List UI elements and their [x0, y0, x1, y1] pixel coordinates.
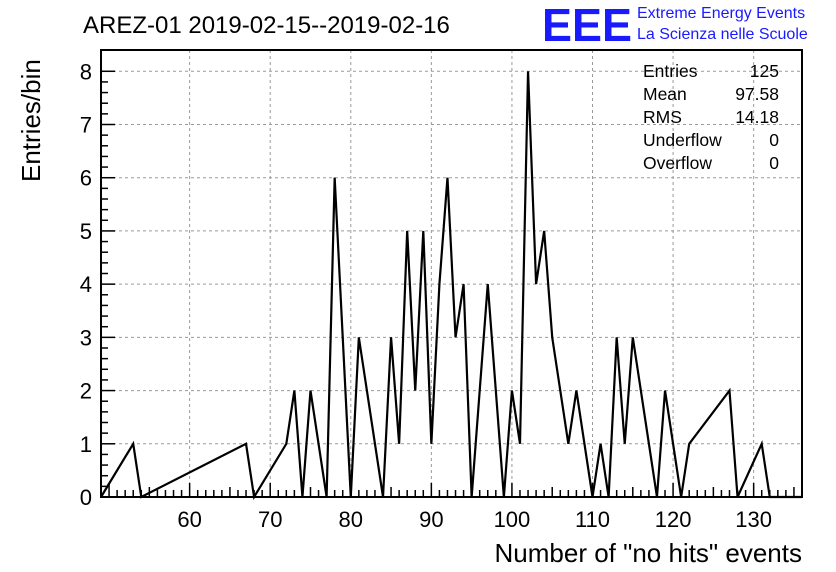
histogram-bin	[286, 444, 294, 497]
stats-value: 0	[769, 153, 779, 173]
histogram-bin	[705, 444, 713, 497]
stats-label: Mean	[643, 84, 687, 104]
histogram-bin	[689, 444, 697, 497]
y-tick-label: 5	[80, 219, 92, 244]
x-tick-label: 130	[735, 507, 772, 532]
x-tick-label: 90	[419, 507, 443, 532]
histogram-outline	[100, 71, 802, 501]
y-tick-label: 4	[80, 272, 92, 297]
y-tick-label: 2	[80, 379, 92, 404]
logo-line-1: Extreme Energy Events	[637, 5, 805, 22]
x-tick-label: 60	[177, 507, 201, 532]
x-tick-label: 100	[494, 507, 531, 532]
stats-label: Overflow	[643, 153, 712, 173]
x-tick-label: 70	[258, 507, 282, 532]
y-axis-label: Entries/bin	[16, 59, 46, 182]
eee-logo: EEE Extreme Energy Events La Scienza nel…	[542, 0, 808, 51]
y-tick-label: 0	[80, 485, 92, 510]
stats-value: 14.18	[735, 107, 779, 127]
histogram-bin	[399, 444, 407, 497]
stats-label: Entries	[643, 61, 698, 81]
x-tick-label: 110	[575, 507, 610, 532]
x-tick-label: 80	[339, 507, 363, 532]
histogram-bin	[431, 444, 439, 497]
y-tick-label: 3	[80, 325, 92, 350]
histogram-bin	[520, 444, 528, 497]
histogram-bin	[713, 444, 721, 497]
histogram-bin	[721, 444, 729, 497]
grid-lines	[101, 50, 802, 497]
stats-label: Underflow	[643, 130, 722, 150]
histogram-bin	[568, 444, 576, 497]
y-tick-label: 7	[80, 113, 92, 138]
x-axis-label: Number of "no hits" events	[495, 538, 803, 568]
histogram-bin	[456, 337, 464, 497]
logo-mark: EEE	[542, 0, 632, 51]
logo-line-2: La Scienza nelle Scuole	[637, 26, 808, 43]
stats-value: 0	[769, 130, 779, 150]
y-tick-label: 8	[80, 59, 92, 84]
y-tick-label: 1	[80, 432, 92, 457]
histogram-bin	[625, 444, 633, 497]
axis-ticks: 60 70 80 90 100 110 120 130 0 1 2 3 4 5 6 7 8	[80, 59, 803, 532]
stats-box: Entries 125 Mean 97.58 RMS 14.18 Underflow 0 Ove…	[643, 61, 779, 173]
stats-label: RMS	[643, 107, 682, 127]
chart-title: AREZ-01 2019-02-15--2019-02-16	[83, 12, 450, 39]
stats-value: 97.58	[735, 84, 779, 104]
y-tick-label: 6	[80, 166, 92, 191]
stats-value: 125	[750, 61, 779, 81]
x-tick-label: 120	[655, 507, 692, 532]
histogram-bin	[697, 444, 705, 497]
